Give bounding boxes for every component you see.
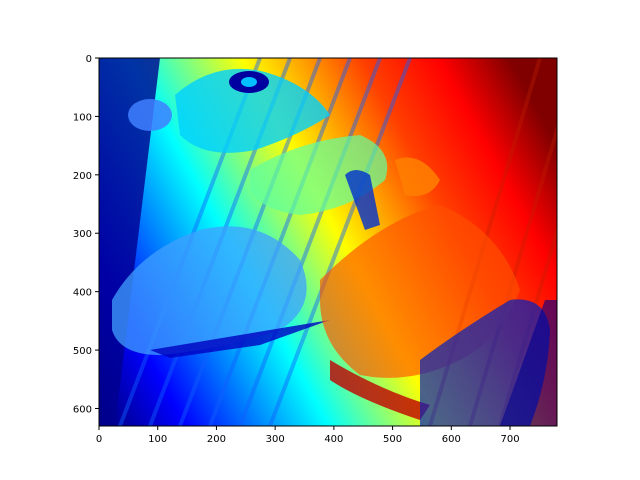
x-tick-label: 400 xyxy=(324,434,343,445)
y-tick-label: 600 xyxy=(73,404,92,415)
x-tick-label: 700 xyxy=(500,434,519,445)
x-tick-label: 200 xyxy=(207,434,226,445)
y-tick-label: 500 xyxy=(73,346,92,357)
y-tick-label: 100 xyxy=(73,112,92,123)
y-axis-ticks: 0 100 200 300 400 500 600 xyxy=(73,54,99,415)
x-tick-label: 300 xyxy=(266,434,285,445)
x-tick-label: 100 xyxy=(148,434,167,445)
y-tick-label: 300 xyxy=(73,229,92,240)
x-axis-ticks: 0 100 200 300 400 500 600 700 xyxy=(96,426,520,445)
x-tick-label: 500 xyxy=(383,434,402,445)
y-tick-label: 400 xyxy=(73,288,92,299)
plot-frame xyxy=(98,57,558,427)
depth-heatmap-image xyxy=(99,58,557,426)
y-tick-label: 0 xyxy=(86,54,92,65)
y-tick-label: 200 xyxy=(73,171,92,182)
x-tick-label: 600 xyxy=(442,434,461,445)
x-tick-label: 0 xyxy=(96,434,102,445)
